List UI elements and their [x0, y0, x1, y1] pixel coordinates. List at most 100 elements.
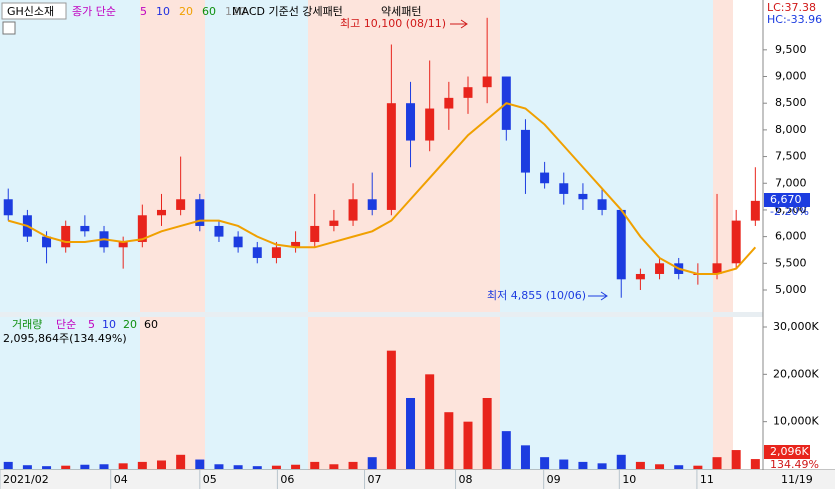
- last-price: 6,670: [770, 193, 802, 206]
- candle-body: [540, 172, 550, 184]
- y-tick-label: 9,000: [775, 70, 807, 83]
- candle-body: [61, 225, 71, 248]
- volume-info: 2,095,864주(134.49%): [3, 332, 127, 345]
- volume-bar: [3, 461, 13, 469]
- candle-body: [233, 236, 243, 248]
- candle-body: [731, 220, 741, 264]
- candle-body: [597, 199, 607, 210]
- x-tick-label: 09: [547, 473, 561, 486]
- y-tick-label: 8,500: [775, 96, 807, 109]
- hc-label: HC:-33.96: [767, 13, 822, 26]
- volume-bar: [501, 431, 511, 469]
- volume-bar: [291, 464, 301, 469]
- candle-body: [137, 215, 147, 242]
- candle-body: [252, 247, 262, 258]
- candle-body: [348, 199, 358, 221]
- volume-legend-label: 단순: [56, 318, 76, 331]
- volume-box: [764, 445, 810, 459]
- volume-bar: [712, 457, 722, 469]
- candle-body: [635, 273, 645, 280]
- volume-bar: [137, 461, 147, 469]
- high-annotation: 최고 10,100 (08/11): [340, 17, 446, 30]
- legend-entry: 10: [156, 5, 170, 18]
- x-tick-label: 08: [459, 473, 473, 486]
- change-label: -2.20%: [770, 205, 809, 218]
- volume-bar: [520, 445, 530, 469]
- volume-bar: [559, 459, 569, 469]
- legend-label: 종가 단순: [72, 5, 116, 18]
- legend-entry: 20: [123, 318, 137, 331]
- grid-icon[interactable]: [2, 21, 16, 35]
- volume-bar: [233, 465, 243, 469]
- panel-divider: [0, 312, 763, 317]
- title-box[interactable]: [1, 2, 67, 20]
- y-tick-label: 5,000: [775, 283, 807, 296]
- candle-body: [406, 103, 416, 141]
- x-tick-label: 06: [280, 473, 294, 486]
- candle-body: [444, 97, 454, 109]
- y-tick-label: 10,000K: [773, 415, 819, 428]
- volume-bar: [425, 374, 435, 469]
- candle-body: [118, 241, 128, 248]
- volume-bar: [348, 461, 358, 469]
- y-tick-label: 9,500: [775, 43, 807, 56]
- volume-bar: [156, 460, 166, 469]
- legend-entry: 5: [140, 5, 147, 18]
- candle-body: [425, 108, 435, 141]
- y-tick-label: 6,000: [775, 230, 807, 243]
- x-tick-label: 2021/02: [3, 473, 49, 486]
- chart-title: GH신소재: [7, 5, 54, 18]
- candle-body: [3, 199, 13, 216]
- y-tick-label: 8,000: [775, 123, 807, 136]
- candle-body: [520, 129, 530, 173]
- volume-bar: [195, 459, 205, 469]
- candle-body: [386, 103, 396, 210]
- candle-body: [195, 199, 205, 226]
- lc-label: LC:37.38: [767, 1, 816, 14]
- x-tick-label: 05: [203, 473, 217, 486]
- arrow: [450, 19, 468, 29]
- volume-bar: [616, 454, 626, 469]
- y-tick-label: 7,500: [775, 150, 807, 163]
- volume-last: 2,096K: [770, 445, 809, 458]
- volume-bar: [674, 465, 684, 469]
- candle-body: [291, 241, 301, 248]
- candle-body: [616, 209, 626, 280]
- volume-bar: [118, 463, 128, 469]
- candle-body: [156, 209, 166, 216]
- volume-bar: [99, 464, 109, 469]
- volume-bar: [597, 463, 607, 469]
- candle-body: [712, 263, 722, 274]
- volume-bar: [22, 465, 32, 469]
- candle-body: [80, 225, 90, 232]
- x-tick-label: 10: [622, 473, 636, 486]
- legend-entry: 120: [225, 5, 246, 18]
- volume-bar: [310, 461, 320, 469]
- volume-bar: [214, 464, 224, 469]
- x-axis-bg: [0, 470, 835, 489]
- volume-bar: [540, 457, 550, 469]
- volume-bar: [271, 465, 281, 469]
- y-tick-label: 7,000: [775, 176, 807, 189]
- y-tick-label: 20,000K: [773, 367, 819, 380]
- legend-entry: 60: [144, 318, 158, 331]
- candle-body: [367, 199, 377, 210]
- candle-body: [559, 183, 569, 194]
- volume-bar: [61, 465, 71, 469]
- volume-bar: [482, 397, 492, 469]
- volume-bar: [655, 464, 665, 469]
- legend-entry: 20: [179, 5, 193, 18]
- candle-body: [578, 193, 588, 200]
- volume-bar: [635, 461, 645, 469]
- candle-body: [310, 225, 320, 242]
- volume-bar: [386, 350, 396, 469]
- low-annotation: 최저 4,855 (10/06): [487, 289, 586, 302]
- legend-entry: 10: [102, 318, 116, 331]
- volume-bar: [367, 457, 377, 469]
- legend-entry: 5: [88, 318, 95, 331]
- volume-bar: [578, 461, 588, 469]
- volume-bar: [176, 454, 186, 469]
- volume-bar: [444, 412, 454, 469]
- candle-body: [750, 200, 760, 221]
